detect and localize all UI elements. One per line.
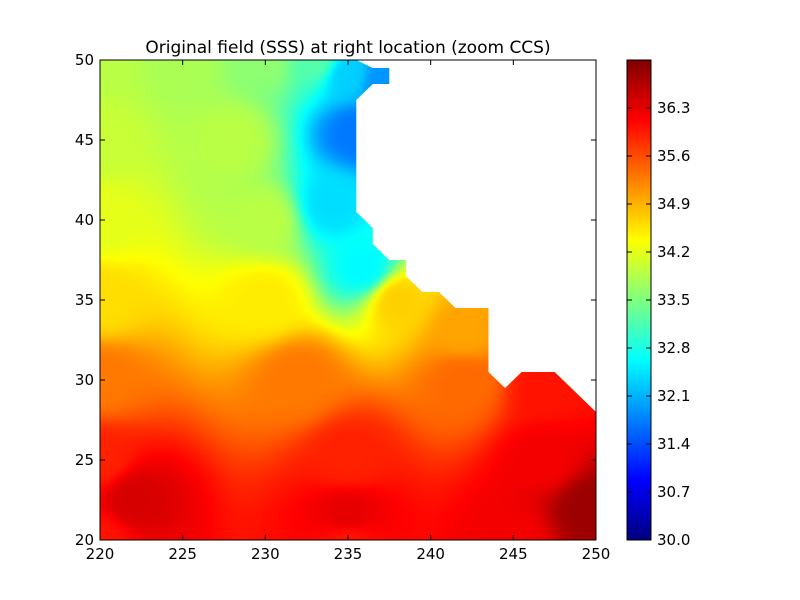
x-tick-label: 220 <box>86 545 115 563</box>
colorbar-tick-label: 30.0 <box>657 531 690 549</box>
colorbar-ticks: 30.0 30.7 31.4 32.1 32.8 33.5 34.2 34.9 35.6 36.3 <box>627 99 690 549</box>
colorbar-tick-label: 32.8 <box>657 339 690 357</box>
plot-area: 220 225 230 235 240 245 250 20 25 30 35 40 45 50 <box>75 51 610 563</box>
colorbar-tick-label: 36.3 <box>657 99 690 117</box>
y-tick-label: 20 <box>75 531 94 549</box>
x-tick-label: 235 <box>334 545 363 563</box>
y-tick-label: 45 <box>75 131 94 149</box>
y-tick-label: 40 <box>75 211 94 229</box>
colorbar-tick-label: 34.9 <box>657 195 690 213</box>
colorbar-tick-label: 31.4 <box>657 435 690 453</box>
land-mask <box>356 60 596 412</box>
x-tick-label: 240 <box>416 545 445 563</box>
colorbar-tick-label: 34.2 <box>657 243 690 261</box>
colorbar-tick-label: 30.7 <box>657 483 690 501</box>
y-axis: 20 25 30 35 40 45 50 <box>75 51 596 549</box>
x-tick-label: 230 <box>251 545 280 563</box>
chart-title: Original field (SSS) at right location (… <box>145 38 550 58</box>
y-tick-label: 35 <box>75 291 94 309</box>
x-tick-label: 245 <box>499 545 528 563</box>
y-tick-label: 30 <box>75 371 94 389</box>
colorbar-tick-label: 35.6 <box>657 147 690 165</box>
x-tick-label: 225 <box>168 545 197 563</box>
colorbar-tick-label: 33.5 <box>657 291 690 309</box>
x-tick-label: 250 <box>582 545 611 563</box>
y-tick-label: 50 <box>75 51 94 69</box>
colorbar-tick-label: 32.1 <box>657 387 690 405</box>
colorbar: 30.0 30.7 31.4 32.1 32.8 33.5 34.2 34.9 35.6 36.3 <box>626 59 690 549</box>
x-axis: 220 225 230 235 240 245 250 <box>86 60 611 563</box>
y-tick-label: 25 <box>75 451 94 469</box>
